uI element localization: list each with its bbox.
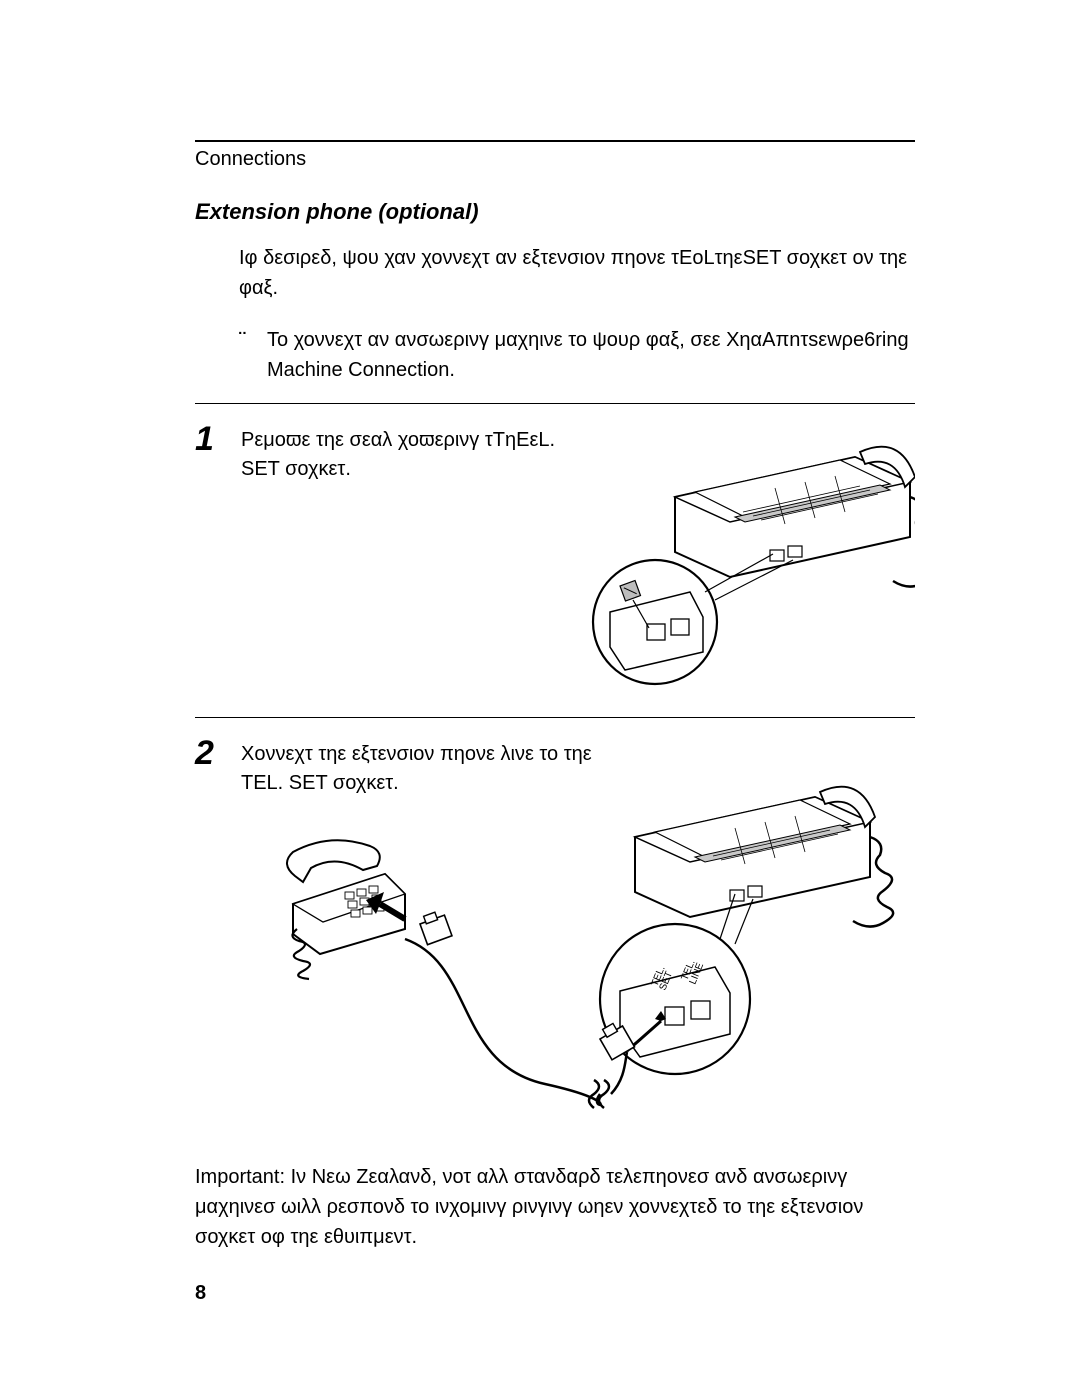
figure-2: TEL. SET TEL. LINE [195,764,915,1134]
top-rule [195,140,915,142]
important-note: Important: Ιν Νεω Ζεαλανδ, νοτ αλλ στανδ… [195,1162,915,1252]
intro-paragraph: Ιφ δεσιρεδ, ψου χαν χοννεχτ αν εξτενσιον… [239,243,915,303]
running-head: Connections [195,148,915,171]
bullet-text: Το χοννεχτ αν ανσωερινγ μαχηινε το ψουρ … [267,325,915,385]
step-separator [195,403,915,404]
step-1-number: 1 [195,420,241,456]
bullet-item: ¨ Το χοννεχτ αν ανσωερινγ μαχηινε το ψου… [239,325,915,385]
important-label: Important: [195,1166,285,1188]
section-title: Extension phone (optional) [195,199,915,225]
bullet-glyph: ¨ [239,325,267,385]
important-body: Ιν Νεω Ζεαλανδ, νοτ αλλ στανδαρδ τελεπηο… [195,1166,863,1248]
step-separator-2 [195,717,915,718]
page-number: 8 [195,1282,915,1305]
